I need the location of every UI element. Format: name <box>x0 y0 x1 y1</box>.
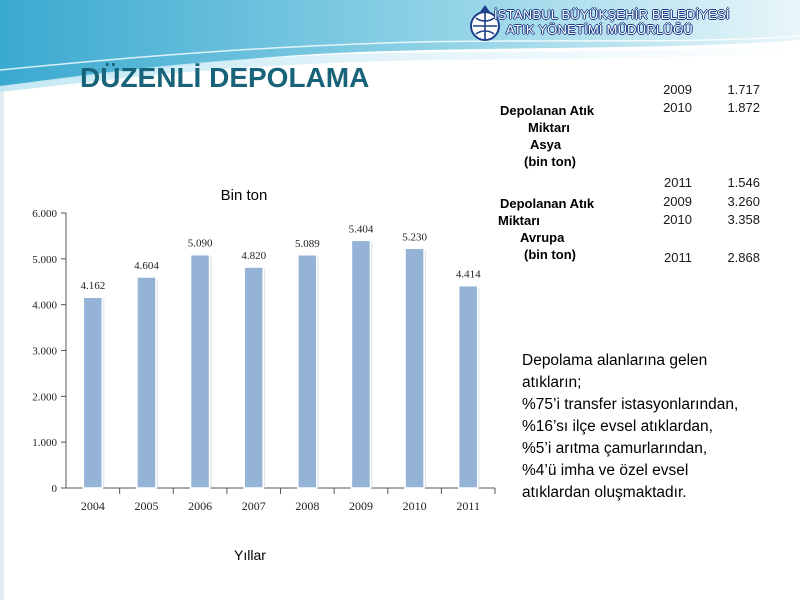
y-tick-label: 4.000 <box>32 300 57 312</box>
bar <box>297 254 318 489</box>
asya-label-line: (bin ton) <box>524 154 576 169</box>
avrupa-label-line: Depolanan Atık <box>500 196 595 211</box>
x-tick-label: 2006 <box>188 499 212 513</box>
x-tick-label: 2007 <box>242 499 266 513</box>
y-tick-label: 1.000 <box>32 437 57 449</box>
left-edge-strip <box>0 0 4 600</box>
page-title: DÜZENLİ DEPOLAMA <box>80 62 370 93</box>
asya-year: 2010 <box>663 100 692 115</box>
data-label: 5.404 <box>349 223 374 235</box>
asya-value: 1.546 <box>727 175 760 190</box>
asya-label-line: Asya <box>530 137 562 152</box>
chart-title: Bin ton <box>221 187 268 204</box>
bar <box>189 253 211 489</box>
composition-line: %5’i arıtma çamurlarından, <box>522 440 708 457</box>
y-tick-label: 5.000 <box>32 254 57 266</box>
avrupa-year: 2010 <box>663 212 692 227</box>
avrupa-year: 2009 <box>663 194 692 209</box>
composition-line: atıkların; <box>522 374 582 391</box>
avrupa-value: 3.260 <box>727 194 760 209</box>
avrupa-label-line: Avrupa <box>520 230 565 245</box>
x-tick-label: 2008 <box>295 499 319 513</box>
bar <box>243 266 264 489</box>
bar <box>457 284 479 489</box>
x-axis-title: Yıllar <box>234 547 266 563</box>
data-label: 4.414 <box>456 269 481 281</box>
data-label: 5.230 <box>402 231 427 243</box>
x-tick-label: 2009 <box>349 499 373 513</box>
avrupa-value: 3.358 <box>727 212 760 227</box>
avrupa-label-line: Miktarı <box>498 213 540 228</box>
data-label: 5.089 <box>295 238 320 250</box>
avrupa-year: 2011 <box>664 250 692 265</box>
y-tick-label: 2.000 <box>32 391 57 403</box>
y-tick-label: 3.000 <box>32 346 57 358</box>
avrupa-value: 2.868 <box>727 250 760 265</box>
composition-line: %75’i transfer istasyonlarından, <box>522 396 739 413</box>
y-tick-label: 6.000 <box>32 208 57 220</box>
data-label: 5.090 <box>188 238 213 250</box>
composition-line: %16’sı ilçe evsel atıklardan, <box>522 418 713 435</box>
asya-year: 2011 <box>664 175 692 190</box>
bar <box>82 296 104 489</box>
asya-year: 2009 <box>663 82 692 97</box>
asya-label: Depolanan Atık Miktarı Asya (bin ton) <box>500 102 594 170</box>
asya-value: 1.872 <box>727 100 760 115</box>
org-line-1: İSTANBUL BÜYÜKŞEHİR BELEDİYESİ <box>494 7 730 22</box>
avrupa-label: Depolanan Atık Miktarı Avrupa (bin ton) <box>498 195 594 263</box>
asya-label-line: Depolanan Atık <box>500 103 595 118</box>
composition-line: Depolama alanlarına gelen <box>522 352 708 369</box>
x-tick-label: 2010 <box>403 499 427 513</box>
bar <box>136 276 157 489</box>
header-wave-band <box>0 0 800 92</box>
asya-label-line: Miktarı <box>528 120 570 135</box>
bar <box>404 247 425 489</box>
x-tick-label: 2005 <box>134 499 158 513</box>
x-tick-label: 2011 <box>456 499 480 513</box>
bar <box>350 239 372 489</box>
avrupa-label-line: (bin ton) <box>524 247 576 262</box>
ibb-logo-icon <box>470 5 500 41</box>
asya-value: 1.717 <box>727 82 760 97</box>
composition-line: atıklardan oluşmaktadır. <box>522 484 687 501</box>
composition-line: %4’ü imha ve özel evsel <box>522 462 689 479</box>
org-line-2: ATIK YÖNETİMİ MÜDÜRLÜĞÜ <box>506 22 693 37</box>
data-label: 4.820 <box>241 250 266 262</box>
organization-name: İSTANBUL BÜYÜKŞEHİR BELEDİYESİ ATIK YÖNE… <box>494 7 730 37</box>
composition-text: Depolama alanlarına gelen atıkların; %75… <box>522 350 792 504</box>
data-label: 4.162 <box>80 280 105 292</box>
bar-chart: Bin ton 0 1.000 2.000 3.000 4.000 5.000 6.000 4.… <box>32 187 496 563</box>
x-tick-label: 2004 <box>81 499 105 513</box>
y-tick-label: 0 <box>52 483 58 495</box>
data-label: 4.604 <box>134 260 159 272</box>
